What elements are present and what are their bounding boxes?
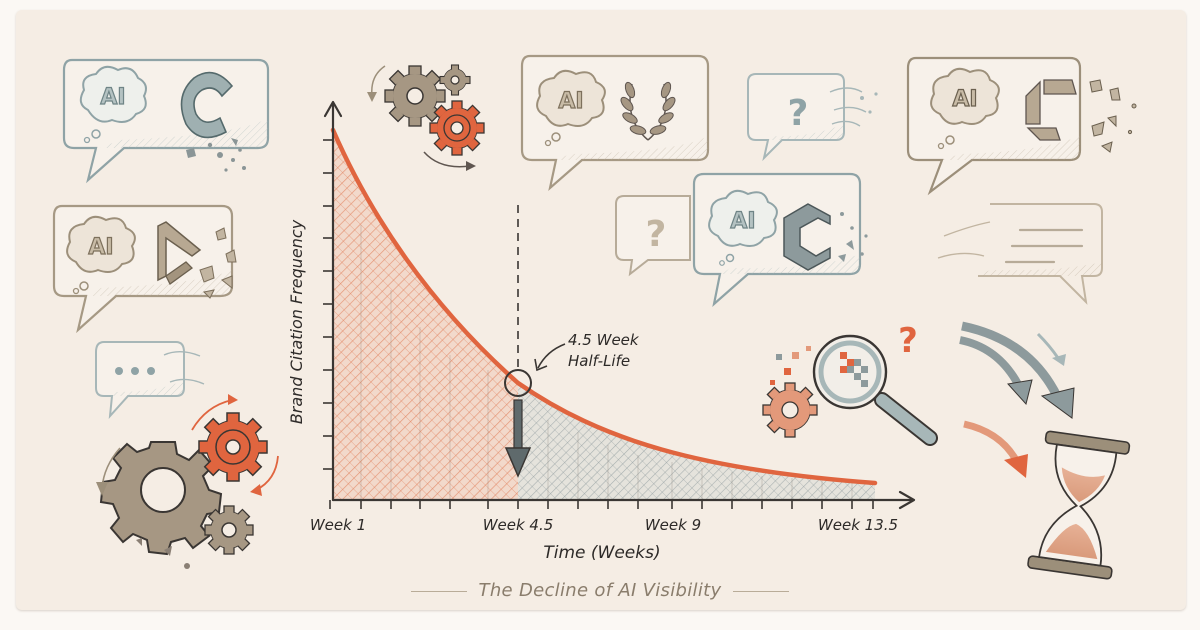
- triangle-logo-icon: [157, 221, 202, 285]
- y-axis-label: Brand Citation Frequency: [287, 219, 306, 424]
- debris: [186, 138, 246, 172]
- y-ticks: [323, 139, 333, 470]
- question-mark-icon: ?: [898, 321, 918, 361]
- speech-bubble-ai-triangle-logo: AI: [52, 204, 237, 334]
- chart-title-text: The Decline of AI Visibility: [478, 580, 722, 601]
- decay-curve: [330, 127, 878, 486]
- ai-cloud-icon: AI: [79, 65, 147, 144]
- speech-bubble-ai-hexagon-logo: AI: [692, 172, 868, 307]
- downward-arrows-icon: [959, 321, 1075, 478]
- broken-logo-icon: [1025, 79, 1077, 141]
- speech-bubble-ai-c-logo: AI: [62, 58, 270, 184]
- x-tick-label-week-13-5: Week 13.5: [818, 516, 898, 534]
- speech-bubble-lines: [937, 203, 1103, 305]
- svg-text:AI: AI: [88, 235, 113, 260]
- pixel-debris: [770, 346, 811, 385]
- svg-text:AI: AI: [730, 209, 755, 234]
- x-tick-label-week-9: Week 9: [645, 516, 701, 534]
- hexagon-logo-icon: [783, 203, 831, 271]
- y-axis-arrow: [323, 100, 343, 118]
- chart: 4.5 Week Half-Life Brand Citation Freque…: [287, 100, 916, 563]
- x-axis-arrow: [898, 490, 916, 510]
- ai-cloud-icon: AI: [536, 69, 606, 147]
- debris: [199, 227, 237, 299]
- gears-bottom-left-icon: [96, 394, 279, 569]
- debris: [838, 212, 868, 262]
- x-tick-label-week-4-5: Week 4.5: [483, 516, 554, 534]
- speech-bubble-question-teal: ?: [747, 73, 878, 162]
- svg-text:AI: AI: [100, 85, 125, 110]
- question-mark-icon: ?: [788, 93, 809, 134]
- x-ticks: [329, 500, 874, 509]
- speech-bubble-question-taupe: ?: [615, 195, 691, 277]
- svg-text:AI: AI: [952, 87, 977, 112]
- title-rule-left: [410, 590, 467, 592]
- speech-bubble-ai-laurel: AI: [520, 54, 710, 192]
- gears-top-icon: [367, 64, 485, 171]
- title-rule-right: [733, 590, 790, 592]
- down-arrow-icon: [504, 399, 532, 478]
- laurel-wreath-icon: [620, 81, 676, 141]
- chart-title: The Decline of AI Visibility: [0, 580, 1200, 601]
- text-lines-icon: [1004, 228, 1084, 264]
- question-mark-icon: ?: [646, 214, 667, 255]
- x-tick-label-week-1: Week 1: [310, 516, 366, 534]
- half-life-circle: [504, 369, 532, 397]
- debris: [1089, 79, 1137, 153]
- ai-cloud-icon: AI: [930, 67, 1000, 150]
- c-logo-icon: [180, 71, 234, 139]
- hourglass-icon: [1027, 430, 1131, 580]
- magnifying-glass-icon: ?: [762, 321, 938, 446]
- annotation-arrow: [537, 343, 566, 369]
- annotation-line2: Half-Life: [568, 352, 630, 370]
- x-axis-label: Time (Weeks): [543, 543, 660, 563]
- annotation-line1: 4.5 Week: [568, 331, 640, 349]
- svg-text:AI: AI: [558, 89, 583, 114]
- speech-bubble-ai-hex-broken-logo: AI: [906, 56, 1137, 196]
- ai-cloud-icon: AI: [708, 189, 778, 266]
- pixel-icon: [840, 352, 868, 387]
- vertical-guides: [360, 225, 853, 500]
- speech-bubble-ellipsis: [95, 341, 205, 419]
- ellipsis-icon: [115, 367, 155, 375]
- ai-cloud-icon: AI: [66, 215, 136, 295]
